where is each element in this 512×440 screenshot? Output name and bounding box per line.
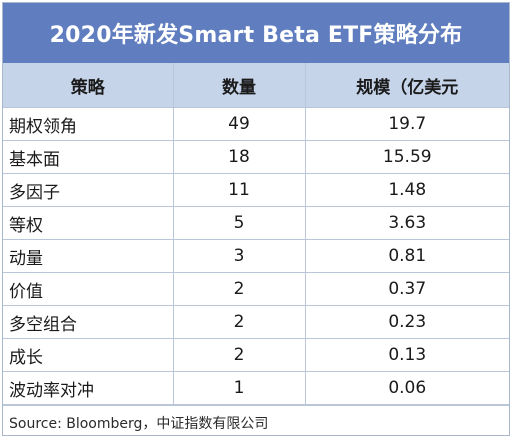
scale-cell: 0.06 (304, 371, 509, 405)
count-cell: 11 (172, 173, 306, 207)
scale-cell: 0.37 (304, 272, 509, 306)
header-count: 数量 (172, 63, 306, 108)
count-cell: 3 (172, 239, 306, 273)
strategy-cell: 期权领角 (3, 107, 174, 141)
table-row: 基本面 18 15.59 (3, 140, 509, 174)
strategy-table: 策略 数量 规模（亿美元 期权领角 49 19.7 基本面 18 15.59 多… (3, 63, 509, 405)
strategy-cell: 价值 (3, 272, 174, 306)
strategy-cell: 等权 (3, 206, 174, 240)
strategy-cell: 动量 (3, 239, 174, 273)
scale-cell: 15.59 (304, 140, 509, 174)
count-cell: 5 (172, 206, 306, 240)
source-note: Source: Bloomberg，中证指数有限公司 (3, 405, 509, 440)
count-cell: 2 (172, 272, 306, 306)
table-row: 多因子 11 1.48 (3, 173, 509, 207)
scale-cell: 0.23 (304, 305, 509, 339)
strategy-cell: 多因子 (3, 173, 174, 207)
scale-cell: 3.63 (304, 206, 509, 240)
table-row: 价值 2 0.37 (3, 272, 509, 306)
scale-cell: 19.7 (304, 107, 509, 141)
scale-cell: 1.48 (304, 173, 509, 207)
count-cell: 18 (172, 140, 306, 174)
count-cell: 49 (172, 107, 306, 141)
table-row: 多空组合 2 0.23 (3, 305, 509, 339)
table-row: 成长 2 0.13 (3, 338, 509, 372)
table-row: 波动率对冲 1 0.06 (3, 371, 509, 405)
count-cell: 1 (172, 371, 306, 405)
header-scale: 规模（亿美元 (304, 63, 509, 108)
strategy-table-card: 2020年新发Smart Beta ETF策略分布 策略 数量 规模（亿美元 期… (2, 2, 510, 436)
table-row: 动量 3 0.81 (3, 239, 509, 273)
header-row: 策略 数量 规模（亿美元 (3, 63, 509, 108)
strategy-cell: 成长 (3, 338, 174, 372)
scale-cell: 0.81 (304, 239, 509, 273)
strategy-cell: 基本面 (3, 140, 174, 174)
scale-cell: 0.13 (304, 338, 509, 372)
table-row: 期权领角 49 19.7 (3, 107, 509, 141)
strategy-cell: 多空组合 (3, 305, 174, 339)
strategy-cell: 波动率对冲 (3, 371, 174, 405)
header-strategy: 策略 (3, 63, 174, 108)
count-cell: 2 (172, 305, 306, 339)
table-row: 等权 5 3.63 (3, 206, 509, 240)
table-title: 2020年新发Smart Beta ETF策略分布 (3, 3, 509, 63)
count-cell: 2 (172, 338, 306, 372)
